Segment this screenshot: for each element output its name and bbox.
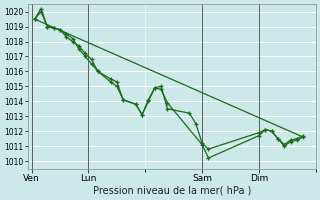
X-axis label: Pression niveau de la mer( hPa ): Pression niveau de la mer( hPa ) — [92, 186, 251, 196]
